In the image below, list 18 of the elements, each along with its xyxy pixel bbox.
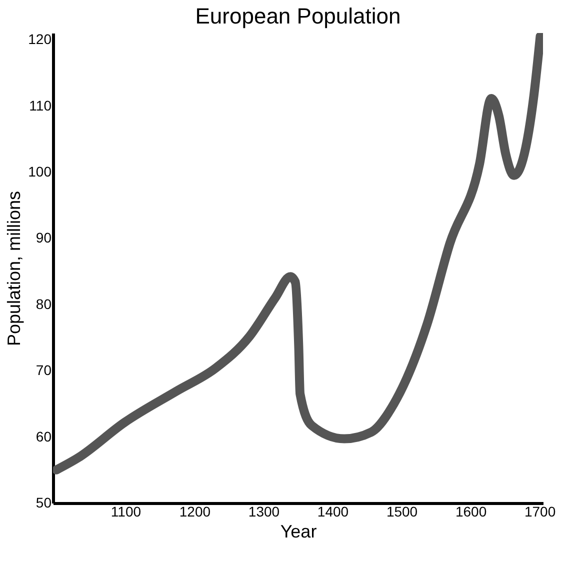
x-axis-title: Year	[280, 522, 317, 542]
x-tick-label: 1600	[455, 504, 487, 520]
y-tick-label: 80	[36, 296, 52, 312]
x-tick-label: 1200	[179, 504, 211, 520]
x-tick-label: 1700	[524, 504, 556, 520]
x-tick-label: 1100	[110, 504, 142, 520]
y-tick-label: 120	[28, 31, 52, 48]
x-tick-label: 1500	[386, 504, 418, 520]
y-tick-label: 90	[36, 230, 52, 246]
y-axis-title: Population, millions	[4, 190, 24, 346]
x-tick-label: 1300	[248, 504, 280, 520]
y-tick-label: 110	[29, 97, 52, 114]
y-tick-label: 100	[28, 164, 52, 180]
y-tick-label: 60	[36, 428, 52, 444]
y-tick-label: 70	[36, 362, 52, 378]
y-tick-label: 50	[36, 494, 52, 510]
x-tick-label: 1400	[317, 504, 349, 520]
chart-title: European Population	[195, 4, 401, 29]
